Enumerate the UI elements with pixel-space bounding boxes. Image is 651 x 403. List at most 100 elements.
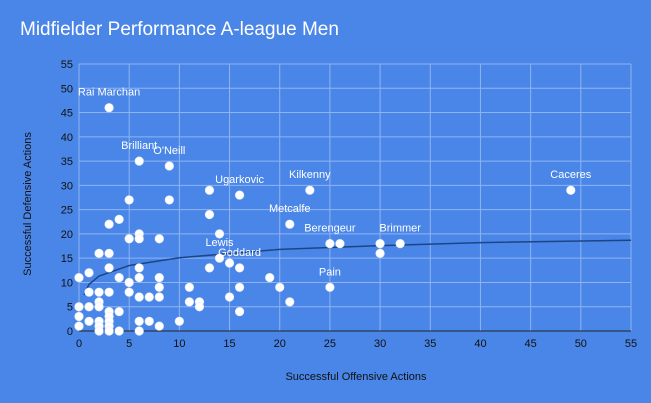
data-point <box>124 277 134 288</box>
data-point <box>144 316 154 326</box>
data-point <box>204 263 215 273</box>
data-point <box>214 253 225 263</box>
data-point <box>224 292 235 302</box>
data-point <box>124 234 134 244</box>
data-point <box>94 326 104 336</box>
chart-title: Midfielder Performance A-league Men <box>20 19 339 40</box>
data-point <box>174 316 184 326</box>
x-tick-label: 25 <box>324 338 336 350</box>
data-point <box>184 282 194 292</box>
point-label: Brilliant <box>121 140 157 152</box>
trendline-layer <box>83 239 632 296</box>
data-point <box>275 282 285 292</box>
point-label: Lewis <box>205 237 234 249</box>
trendline <box>83 239 632 296</box>
data-point <box>134 263 144 273</box>
y-tick-label: 10 <box>61 277 73 289</box>
data-point <box>164 161 174 171</box>
data-point <box>335 239 345 249</box>
data-point <box>164 195 174 205</box>
data-point <box>134 316 144 326</box>
data-point <box>114 306 124 317</box>
data-point <box>395 239 405 249</box>
data-point <box>94 248 104 258</box>
point-label: Pain <box>319 266 341 278</box>
data-point <box>325 239 335 249</box>
data-point <box>154 321 164 331</box>
point-label: O'Neill <box>153 145 185 157</box>
y-tick-label: 45 <box>61 108 73 120</box>
point-label: Ugarkovic <box>215 174 264 186</box>
data-point <box>124 287 134 297</box>
x-tick-label: 50 <box>575 338 587 350</box>
data-point <box>234 306 245 317</box>
y-tick-label: 0 <box>67 326 73 338</box>
data-point <box>234 263 245 273</box>
data-point <box>154 273 164 283</box>
y-tick-label: 25 <box>61 205 73 217</box>
data-point <box>154 234 164 244</box>
data-point <box>94 287 104 297</box>
y-tick-label: 30 <box>61 180 73 192</box>
data-point <box>104 248 114 258</box>
data-point <box>94 302 104 312</box>
x-tick-label: 40 <box>474 338 486 350</box>
point-label: Kilkenny <box>289 169 331 181</box>
data-point <box>234 190 245 200</box>
data-point <box>84 302 94 312</box>
data-point <box>204 209 215 220</box>
y-tick-label: 50 <box>61 83 73 95</box>
data-point <box>375 239 385 249</box>
data-point <box>74 311 84 322</box>
y-axis-title: Successful Defensive Actions <box>22 132 34 276</box>
point-label: Goddard <box>218 247 261 259</box>
data-point <box>224 258 235 268</box>
y-tick-label: 55 <box>61 59 73 71</box>
data-point <box>104 263 114 273</box>
grid-lines <box>78 63 632 332</box>
data-point <box>134 326 144 336</box>
x-tick-label: 20 <box>274 338 286 350</box>
data-point <box>194 302 205 312</box>
data-point <box>104 219 114 229</box>
points-layer <box>74 103 576 336</box>
x-tick-label: 35 <box>424 338 436 350</box>
data-point <box>134 292 144 302</box>
data-point <box>285 297 295 307</box>
data-point <box>114 214 124 224</box>
data-point <box>305 185 315 195</box>
data-point <box>104 287 114 297</box>
data-point <box>84 316 94 326</box>
x-tick-label: 0 <box>76 338 82 350</box>
y-tick-label: 20 <box>61 229 73 241</box>
data-point <box>154 292 164 302</box>
x-tick-label: 55 <box>625 338 637 350</box>
data-point <box>214 229 225 239</box>
y-tick-label: 35 <box>61 156 73 168</box>
data-point <box>104 103 114 113</box>
point-label: Rai Marchan <box>78 87 140 99</box>
data-point <box>84 287 94 297</box>
x-tick-label: 5 <box>126 338 132 350</box>
point-label: Caceres <box>550 169 591 181</box>
data-point <box>74 302 84 312</box>
data-point <box>154 282 164 292</box>
data-point <box>325 282 335 292</box>
x-tick-label: 45 <box>525 338 537 350</box>
data-point <box>134 234 144 244</box>
data-point <box>114 326 124 336</box>
tick-labels-layer: 0 5 10 15 20 25 30 35 40 45 50 55 0 5 10 15 20 25 30 35 40 45… <box>61 59 637 350</box>
data-point <box>234 282 245 292</box>
x-tick-label: 10 <box>173 338 185 350</box>
point-label: Brimmer <box>379 223 421 235</box>
x-tick-label: 30 <box>374 338 386 350</box>
point-label: Berengeur <box>304 223 356 235</box>
data-point <box>134 156 144 166</box>
data-point <box>74 321 84 331</box>
data-point <box>114 273 124 283</box>
x-axis-title: Successful Offensive Actions <box>285 371 427 383</box>
data-point <box>375 248 385 258</box>
point-label: Metcalfe <box>269 203 311 215</box>
